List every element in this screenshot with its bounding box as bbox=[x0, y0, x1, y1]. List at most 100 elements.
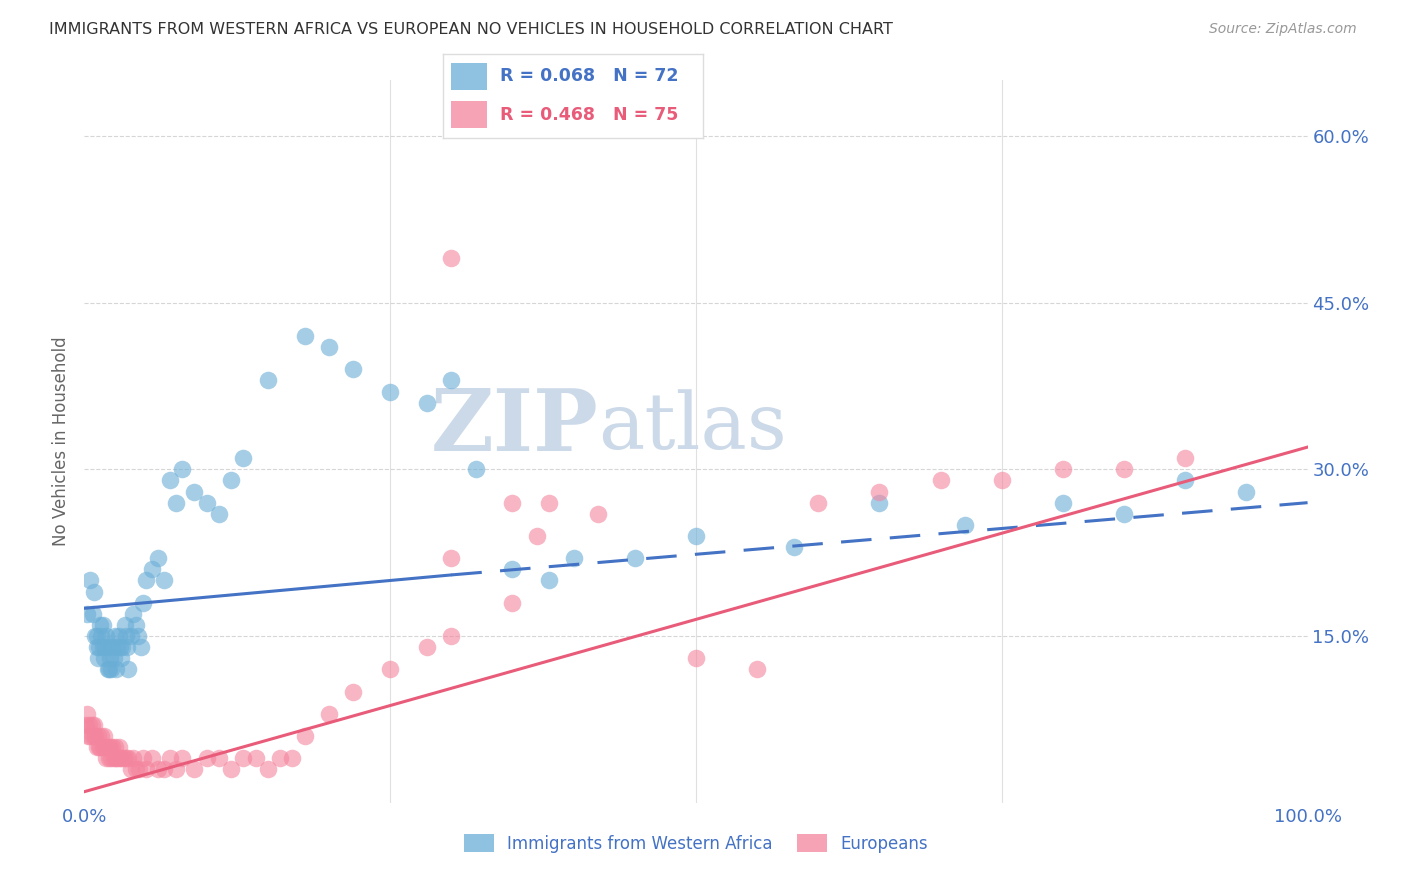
Point bbox=[84, 729, 107, 743]
Point bbox=[108, 751, 131, 765]
Point bbox=[1052, 462, 1074, 476]
Point bbox=[562, 551, 585, 566]
Point bbox=[83, 584, 105, 599]
Point bbox=[538, 496, 561, 510]
Legend: Immigrants from Western Africa, Europeans: Immigrants from Western Africa, European… bbox=[457, 828, 935, 860]
Point bbox=[135, 763, 157, 777]
Point bbox=[77, 729, 100, 743]
Point bbox=[104, 740, 127, 755]
Point bbox=[100, 662, 122, 676]
Point bbox=[107, 629, 129, 643]
Point bbox=[97, 662, 120, 676]
Point bbox=[115, 751, 138, 765]
Point bbox=[104, 629, 127, 643]
Point bbox=[953, 517, 976, 532]
Point bbox=[103, 651, 125, 665]
Point bbox=[416, 640, 439, 655]
Text: Source: ZipAtlas.com: Source: ZipAtlas.com bbox=[1209, 22, 1357, 37]
Point bbox=[440, 629, 463, 643]
Text: ZIP: ZIP bbox=[430, 385, 598, 469]
Point bbox=[87, 651, 110, 665]
Point bbox=[991, 474, 1014, 488]
Point bbox=[98, 740, 121, 755]
Point bbox=[1236, 484, 1258, 499]
Point bbox=[440, 373, 463, 387]
Point bbox=[624, 551, 647, 566]
Point bbox=[294, 729, 316, 743]
Point bbox=[105, 751, 128, 765]
Point bbox=[117, 662, 139, 676]
Point bbox=[94, 640, 117, 655]
Point bbox=[257, 373, 280, 387]
Point bbox=[94, 740, 117, 755]
Point bbox=[83, 718, 105, 732]
Point bbox=[146, 763, 169, 777]
Point bbox=[97, 640, 120, 655]
Point bbox=[98, 651, 121, 665]
Point bbox=[342, 362, 364, 376]
Point bbox=[440, 551, 463, 566]
Point bbox=[586, 507, 609, 521]
Point bbox=[125, 763, 148, 777]
Point bbox=[111, 640, 134, 655]
Point bbox=[89, 618, 111, 632]
Point bbox=[101, 640, 124, 655]
Point bbox=[112, 751, 135, 765]
Point bbox=[146, 551, 169, 566]
Point bbox=[76, 706, 98, 721]
Point bbox=[172, 462, 194, 476]
Point bbox=[1174, 474, 1197, 488]
Point bbox=[1114, 462, 1136, 476]
Point bbox=[502, 562, 524, 576]
Point bbox=[281, 751, 304, 765]
Point bbox=[245, 751, 267, 765]
Point bbox=[105, 640, 128, 655]
Point bbox=[103, 751, 125, 765]
Point bbox=[105, 662, 128, 676]
Point bbox=[96, 629, 118, 643]
Point bbox=[87, 640, 110, 655]
Point bbox=[93, 651, 115, 665]
Point bbox=[195, 751, 218, 765]
Point bbox=[79, 574, 101, 588]
Point bbox=[86, 629, 108, 643]
Point bbox=[502, 496, 524, 510]
Point bbox=[129, 640, 152, 655]
Point bbox=[91, 740, 114, 755]
Point bbox=[1174, 451, 1197, 466]
Point bbox=[153, 763, 176, 777]
Point bbox=[232, 451, 254, 466]
Point bbox=[141, 562, 163, 576]
Point bbox=[165, 496, 187, 510]
Point bbox=[195, 496, 218, 510]
Point bbox=[1052, 496, 1074, 510]
Text: R = 0.468   N = 75: R = 0.468 N = 75 bbox=[501, 105, 679, 123]
Point bbox=[122, 607, 145, 621]
Point bbox=[76, 607, 98, 621]
Point bbox=[257, 763, 280, 777]
Point bbox=[141, 751, 163, 765]
Point bbox=[208, 751, 231, 765]
Point bbox=[807, 496, 830, 510]
Point bbox=[685, 651, 707, 665]
Point bbox=[165, 763, 187, 777]
Point bbox=[96, 751, 118, 765]
Point bbox=[208, 507, 231, 521]
Point bbox=[86, 640, 108, 655]
Point bbox=[132, 596, 155, 610]
Point bbox=[90, 629, 112, 643]
Point bbox=[77, 718, 100, 732]
Point bbox=[87, 729, 110, 743]
Point bbox=[108, 640, 131, 655]
Point bbox=[219, 474, 242, 488]
Point bbox=[502, 596, 524, 610]
Point bbox=[183, 763, 205, 777]
Point bbox=[90, 729, 112, 743]
Point bbox=[86, 740, 108, 755]
Point bbox=[100, 751, 122, 765]
Point bbox=[75, 718, 97, 732]
Point bbox=[97, 740, 120, 755]
Point bbox=[526, 529, 548, 543]
Point bbox=[869, 484, 891, 499]
Point bbox=[82, 607, 104, 621]
